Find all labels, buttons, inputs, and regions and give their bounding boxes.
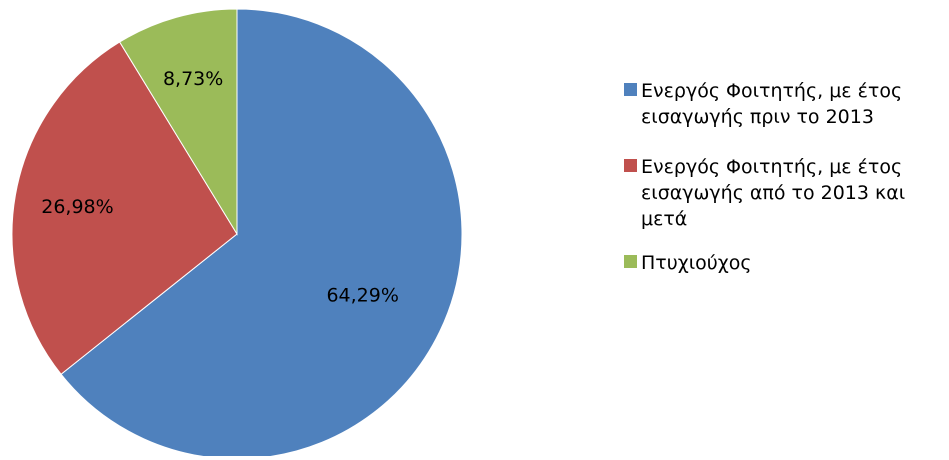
legend-label-before-2013: Ενεργός Φοιτητής, με έτος εισαγωγής πριν… (641, 80, 903, 128)
slice-from-2013 (11, 41, 238, 375)
legend-label-graduate: Πτυχιούχος (641, 252, 752, 274)
slice-before-2013 (60, 8, 463, 460)
slice-before-2013-data-label: 64,29% (326, 285, 398, 307)
legend-item-graduate: Πτυχιούχος (624, 250, 944, 276)
slice-graduate-data-label: 8,73% (163, 68, 223, 90)
slice-from-2013-data-label: 26,98% (41, 196, 113, 218)
legend-swatch-from-2013 (624, 159, 637, 172)
legend-swatch-graduate (624, 255, 637, 268)
legend: Ενεργός Φοιτητής, με έτος εισαγωγής πριν… (624, 78, 944, 300)
legend-swatch-before-2013 (624, 83, 637, 96)
slice-graduate (118, 8, 238, 236)
legend-label-from-2013: Ενεργός Φοιτητής, με έτος εισαγωγής από … (641, 156, 906, 230)
legend-item-from-2013: Ενεργός Φοιτητής, με έτος εισαγωγής από … (624, 154, 944, 232)
legend-item-before-2013: Ενεργός Φοιτητής, με έτος εισαγωγής πριν… (624, 78, 944, 130)
